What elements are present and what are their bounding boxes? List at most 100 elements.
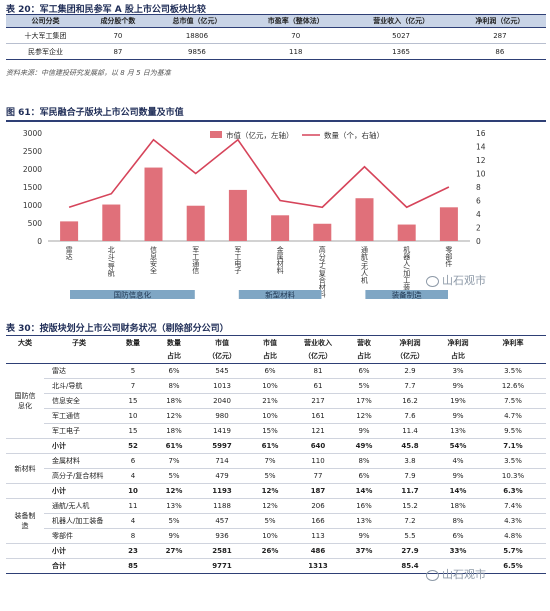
legend-label: 市值（亿元，左轴）: [226, 130, 294, 140]
table30-cell: 9%: [344, 528, 384, 544]
table30-cell: 金属材料: [44, 453, 114, 469]
table30-subheader: 占比: [344, 349, 384, 364]
table30-subtotal-row: 小计 52 61% 5997 61% 640 49% 45.8 54% 7.1%: [6, 438, 546, 454]
table30-subheader: [6, 349, 44, 364]
table30-cell: 8: [114, 528, 152, 544]
table30-subheader: （亿元）: [384, 349, 436, 364]
table30-cell: [6, 483, 44, 499]
table20-header: 净利润（亿元）: [453, 14, 546, 28]
table30-cell: 3.5%: [480, 363, 546, 379]
table30-cell: 5.5: [384, 528, 436, 544]
table30-cell: 6%: [152, 363, 196, 379]
table30-cell: 14%: [436, 483, 480, 499]
table30-row: 高分子/复合材料 4 5% 479 5% 77 6% 7.9 9% 10.3%: [6, 468, 546, 484]
table30-cell: 4: [114, 468, 152, 484]
table30-cell: 15%: [248, 423, 292, 439]
table30-cell: 6%: [248, 363, 292, 379]
table30-cell: 6%: [436, 528, 480, 544]
bar: [144, 167, 163, 241]
table20-header: 营业收入（亿元）: [348, 14, 454, 28]
category-label: 金属材料: [276, 245, 284, 275]
table30-cell: 545: [196, 363, 248, 379]
left-tick-label: 0: [37, 237, 42, 246]
left-tick-label: 2000: [23, 165, 42, 174]
table30-header: 市值: [196, 335, 248, 350]
bar: [102, 204, 121, 241]
table30-cell: 1193: [196, 483, 248, 499]
table30-cell: 10: [114, 483, 152, 499]
table30-cell: 9771: [196, 558, 248, 574]
bar: [60, 221, 79, 241]
bar: [355, 198, 374, 241]
table30-cell: 合计: [44, 558, 114, 574]
table30-subheader: [44, 349, 114, 364]
table30-cell: 军工通信: [44, 408, 114, 424]
table30-cell: 85.4: [384, 558, 436, 574]
table30-cell: 零部件: [44, 528, 114, 544]
table30-cell: 8%: [344, 453, 384, 469]
left-tick-label: 500: [28, 219, 43, 228]
table30-cell: 15: [114, 423, 152, 439]
table30-category: 装备制造: [6, 498, 44, 544]
table30-cell: 4.3%: [480, 513, 546, 529]
table30-cell: 18%: [152, 393, 196, 409]
table30-cell: 小计: [44, 483, 114, 499]
left-tick-label: 3000: [23, 129, 42, 138]
table30-cell: [436, 558, 480, 574]
category-label: 高分子/复合材料: [318, 245, 326, 298]
table30-header: 市值: [248, 335, 292, 350]
table30-cell: 5: [114, 363, 152, 379]
table30-cell: 19%: [436, 393, 480, 409]
bar: [271, 215, 290, 241]
table30-cell: 640: [292, 438, 344, 454]
table30-cell: 110: [292, 453, 344, 469]
table30-cell: 61: [292, 378, 344, 394]
table30-cell: 1313: [292, 558, 344, 574]
bar: [186, 205, 205, 241]
table30-cell: 9%: [152, 528, 196, 544]
table30-cell: 52: [114, 438, 152, 454]
table30-cell: 3.8: [384, 453, 436, 469]
table30-cell: 雷达: [44, 363, 114, 379]
table30-cell: 9%: [436, 378, 480, 394]
category-label: 机器人/加工装备: [403, 245, 411, 298]
table30-cell: 18%: [152, 423, 196, 439]
right-tick-label: 16: [476, 129, 486, 138]
table30-cell: 14%: [344, 483, 384, 499]
table30-cell: [344, 558, 384, 574]
table30-cell: 81: [292, 363, 344, 379]
table30-cell: 机器人/加工装备: [44, 513, 114, 529]
table30-cell: 4%: [436, 453, 480, 469]
wechat-icon: [426, 569, 439, 581]
bar: [313, 223, 332, 241]
table20-header: 成分股个数: [85, 14, 151, 28]
table30-subheader: [480, 349, 546, 364]
table30-cell: 10%: [248, 528, 292, 544]
table30-cell: [248, 558, 292, 574]
table30-row: 国防信息化 雷达 5 6% 545 6% 81 6% 2.9 3% 3.5%: [6, 363, 546, 439]
table30-cell: 9%: [436, 408, 480, 424]
table30-cell: 980: [196, 408, 248, 424]
table30-cell: 26%: [248, 543, 292, 559]
bar: [439, 207, 458, 241]
table30-cell: 10%: [248, 408, 292, 424]
table30-header: 大类: [6, 335, 44, 350]
legend-swatch-bar: [210, 131, 222, 138]
table30-cell: 11.4: [384, 423, 436, 439]
table30-cell: [6, 438, 44, 454]
table30-header: 净利润: [384, 335, 436, 350]
group-label: 国防信息化: [114, 290, 152, 300]
table30-cell: 通航/无人机: [44, 498, 114, 514]
table30-cell: 936: [196, 528, 248, 544]
table30-subheader: （亿元）: [292, 349, 344, 364]
table30-cell: 北斗/导航: [44, 378, 114, 394]
table30-header: 净利率: [480, 335, 546, 350]
table30-cell: 11.7: [384, 483, 436, 499]
watermark-chart: 山石观市: [426, 272, 486, 288]
table30-cell: 军工电子: [44, 423, 114, 439]
table30-cell: 10: [114, 408, 152, 424]
table30-cell: 27%: [152, 543, 196, 559]
table30-cell: 小计: [44, 438, 114, 454]
table20-cell: 民参军企业: [6, 43, 86, 60]
table30-cell: 15: [114, 393, 152, 409]
